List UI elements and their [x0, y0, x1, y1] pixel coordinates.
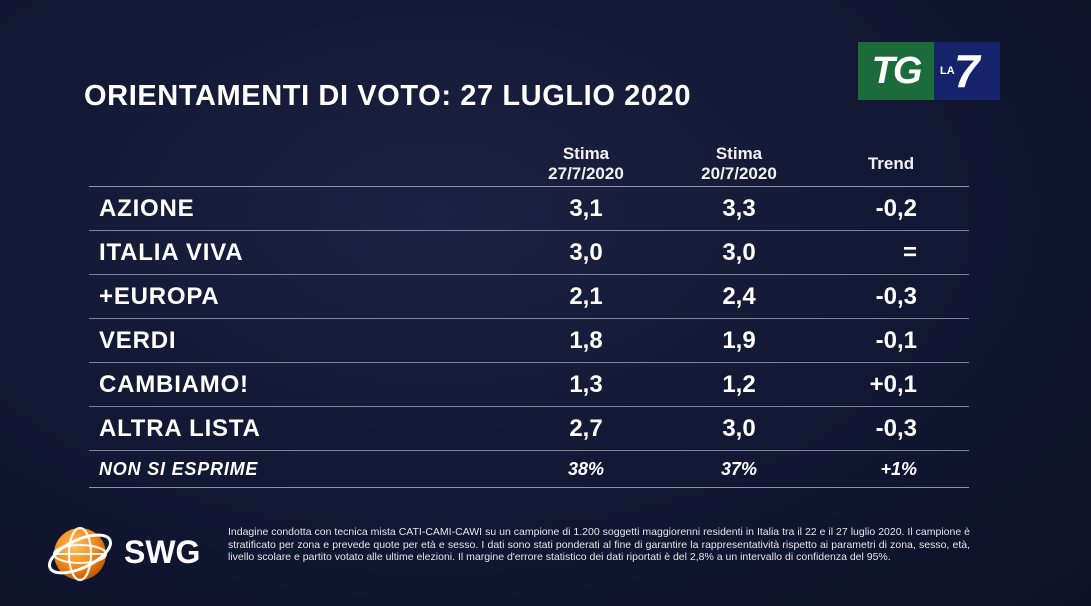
la7-logo-la: LA: [940, 65, 955, 77]
methodology-note: Indagine condotta con tecnica mista CATI…: [228, 526, 970, 563]
party-name: ITALIA VIVA: [99, 239, 244, 266]
estimate-previous: 1,2: [722, 371, 756, 398]
swg-logo-text: SWG: [124, 534, 201, 570]
header-estimate-current: Stima 27/7/2020: [526, 144, 646, 184]
table-row: ALTRA LISTA 2,7 3,0 -0,3: [89, 407, 969, 451]
trend-value: -0,2: [875, 195, 917, 222]
table-row-non-si-esprime: NON SI ESPRIME 38% 37% +1%: [89, 451, 969, 488]
estimate-current: 3,0: [569, 239, 603, 266]
estimate-previous: 3,0: [722, 239, 756, 266]
party-name: VERDI: [99, 327, 177, 354]
globe-icon: [48, 526, 112, 582]
la7-logo-seven: 7: [954, 45, 980, 97]
la7-logo-mark: LA 7: [934, 42, 1000, 100]
table-row: VERDI 1,8 1,9 -0,1: [89, 319, 969, 363]
table-header: Stima 27/7/2020 Stima 20/7/2020 Trend: [89, 140, 969, 187]
header-estimate-current-line2: 27/7/2020: [548, 164, 624, 183]
party-name: ALTRA LISTA: [99, 415, 261, 442]
estimate-current: 2,1: [569, 283, 603, 310]
party-name: CAMBIAMO!: [99, 371, 249, 398]
header-estimate-previous-line1: Stima: [715, 144, 763, 163]
estimate-previous: 37%: [720, 459, 758, 479]
header-estimate-previous: Stima 20/7/2020: [679, 144, 799, 184]
page-title: ORIENTAMENTI DI VOTO: 27 LUGLIO 2020: [84, 80, 692, 112]
trend-value: =: [902, 239, 917, 266]
estimate-previous: 3,3: [722, 195, 756, 222]
poll-table: Stima 27/7/2020 Stima 20/7/2020 Trend AZ…: [89, 140, 969, 488]
trend-value: +1%: [880, 459, 917, 479]
estimate-current: 38%: [567, 459, 605, 479]
estimate-current: 3,1: [569, 195, 603, 222]
party-name: NON SI ESPRIME: [99, 459, 259, 479]
header-trend: Trend: [867, 154, 915, 173]
estimate-current: 2,7: [569, 415, 603, 442]
trend-value: -0,1: [875, 327, 917, 354]
estimate-current: 1,8: [569, 327, 603, 354]
table-row: +EUROPA 2,1 2,4 -0,3: [89, 275, 969, 319]
tg-la7-logo: TG LA 7: [858, 42, 1000, 100]
trend-value: -0,3: [875, 283, 917, 310]
estimate-previous: 2,4: [722, 283, 756, 310]
table-row: CAMBIAMO! 1,3 1,2 +0,1: [89, 363, 969, 407]
table-row: AZIONE 3,1 3,3 -0,2: [89, 187, 969, 231]
estimate-current: 1,3: [569, 371, 603, 398]
party-name: AZIONE: [99, 195, 195, 222]
party-name: +EUROPA: [99, 283, 220, 310]
estimate-previous: 3,0: [722, 415, 756, 442]
trend-value: -0,3: [875, 415, 917, 442]
table-row: ITALIA VIVA 3,0 3,0 =: [89, 231, 969, 275]
trend-value: +0,1: [869, 371, 917, 398]
header-estimate-previous-line2: 20/7/2020: [701, 164, 777, 183]
swg-logo: SWG: [46, 516, 216, 586]
tg-logo-mark: TG: [858, 42, 934, 100]
estimate-previous: 1,9: [722, 327, 756, 354]
header-estimate-current-line1: Stima: [562, 144, 610, 163]
